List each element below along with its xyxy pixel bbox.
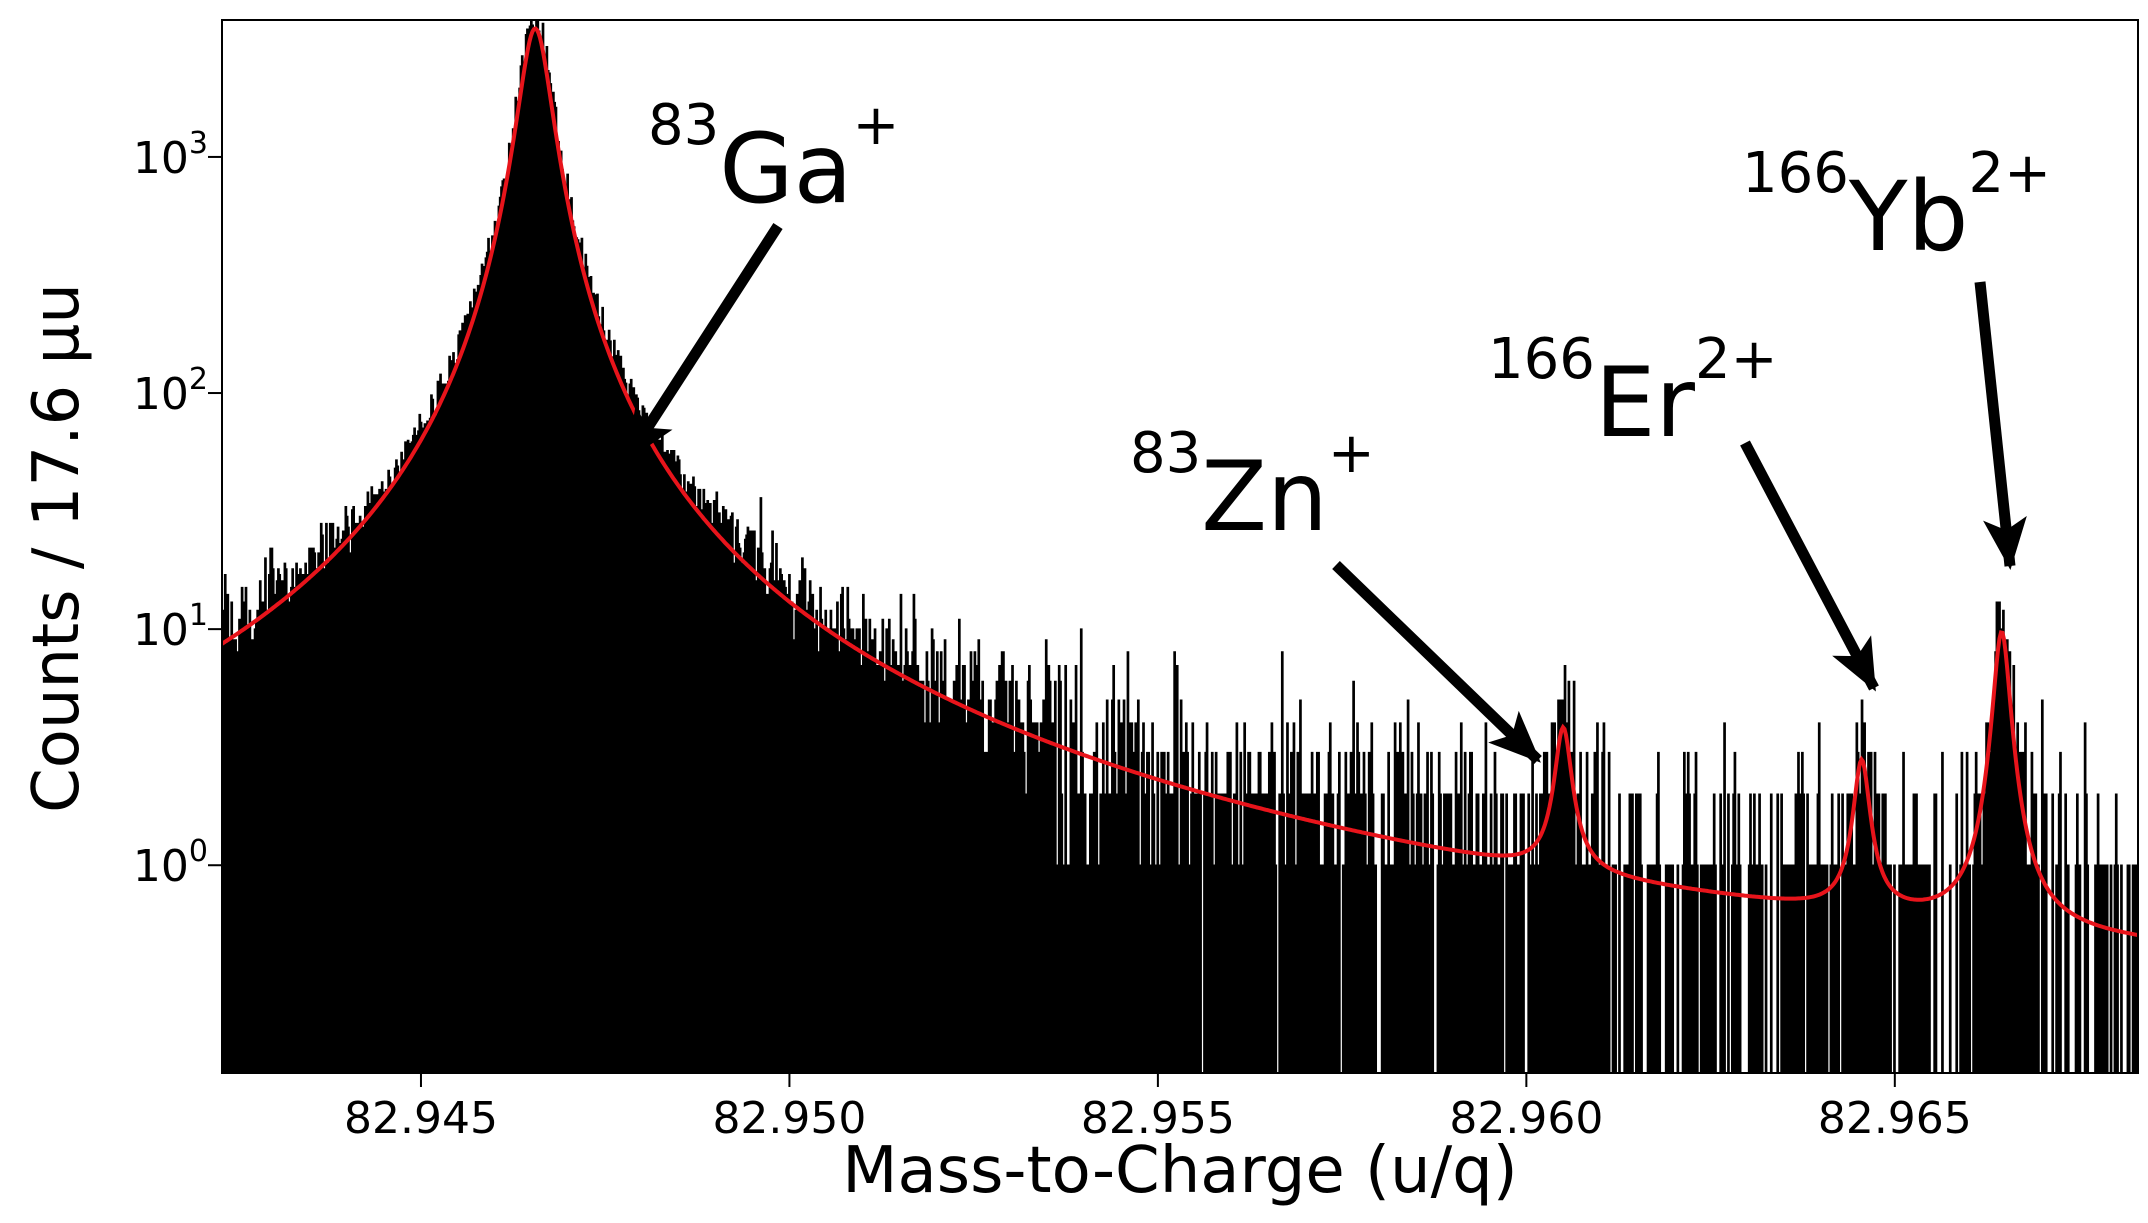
x-tick-label: 82.960 <box>1449 1093 1603 1144</box>
x-axis-label: Mass-to-Charge (u/q) <box>842 1134 1517 1208</box>
x-tick-label: 82.955 <box>1081 1093 1235 1144</box>
annotation-yb166: 166Yb2+ <box>1742 141 2051 570</box>
svg-text:83Ga+: 83Ga+ <box>648 93 899 225</box>
peak-label-element: Ga <box>719 113 852 225</box>
y-tick-label: 100 <box>133 834 208 892</box>
plot-frame <box>221 19 2139 1074</box>
peak-label-charge: 2+ <box>1695 327 1778 392</box>
svg-text:166Er2+: 166Er2+ <box>1488 327 1778 459</box>
fit-curve <box>222 26 2138 937</box>
histogram-bars <box>222 20 2138 1073</box>
peak-label-mass: 83 <box>1130 421 1201 486</box>
arrow-er166 <box>1740 440 1879 692</box>
annotation-ga83: 83Ga+ <box>623 93 899 462</box>
histogram-bins <box>222 20 2138 1073</box>
x-axis-ticks: 82.945 82.950 82.955 82.960 82.965 <box>344 1073 1972 1144</box>
svg-text:83Zn+: 83Zn+ <box>1130 421 1375 553</box>
peak-label-charge: + <box>852 93 899 158</box>
peak-label-mass: 166 <box>1488 327 1595 392</box>
peak-label-element: Zn <box>1201 441 1328 553</box>
annotation-er166: 166Er2+ <box>1488 327 1879 692</box>
arrow-yb166 <box>1974 281 2027 570</box>
peak-label-charge: + <box>1328 421 1375 486</box>
x-tick-label: 82.945 <box>344 1093 498 1144</box>
arrow-ga83 <box>623 223 783 462</box>
y-axis-label: Counts / 17.6 μu <box>20 283 94 813</box>
x-tick-label: 82.950 <box>712 1093 866 1144</box>
y-tick-label: 101 <box>133 598 208 656</box>
peak-label-charge: 2+ <box>1968 141 2051 206</box>
svg-text:166Yb2+: 166Yb2+ <box>1742 141 2051 273</box>
peak-label-mass: 166 <box>1742 141 1849 206</box>
peak-label-mass: 83 <box>648 93 719 158</box>
x-tick-label: 82.965 <box>1818 1093 1972 1144</box>
annotation-zn83: 83Zn+ <box>1130 421 1542 764</box>
y-tick-label: 102 <box>133 362 208 420</box>
peak-label-element: Er <box>1595 347 1696 459</box>
y-axis-ticks: 100 101 102 103 <box>133 126 222 892</box>
y-tick-label: 103 <box>133 126 208 184</box>
peak-label-element: Yb <box>1848 161 1969 273</box>
arrow-zn83 <box>1332 561 1542 764</box>
